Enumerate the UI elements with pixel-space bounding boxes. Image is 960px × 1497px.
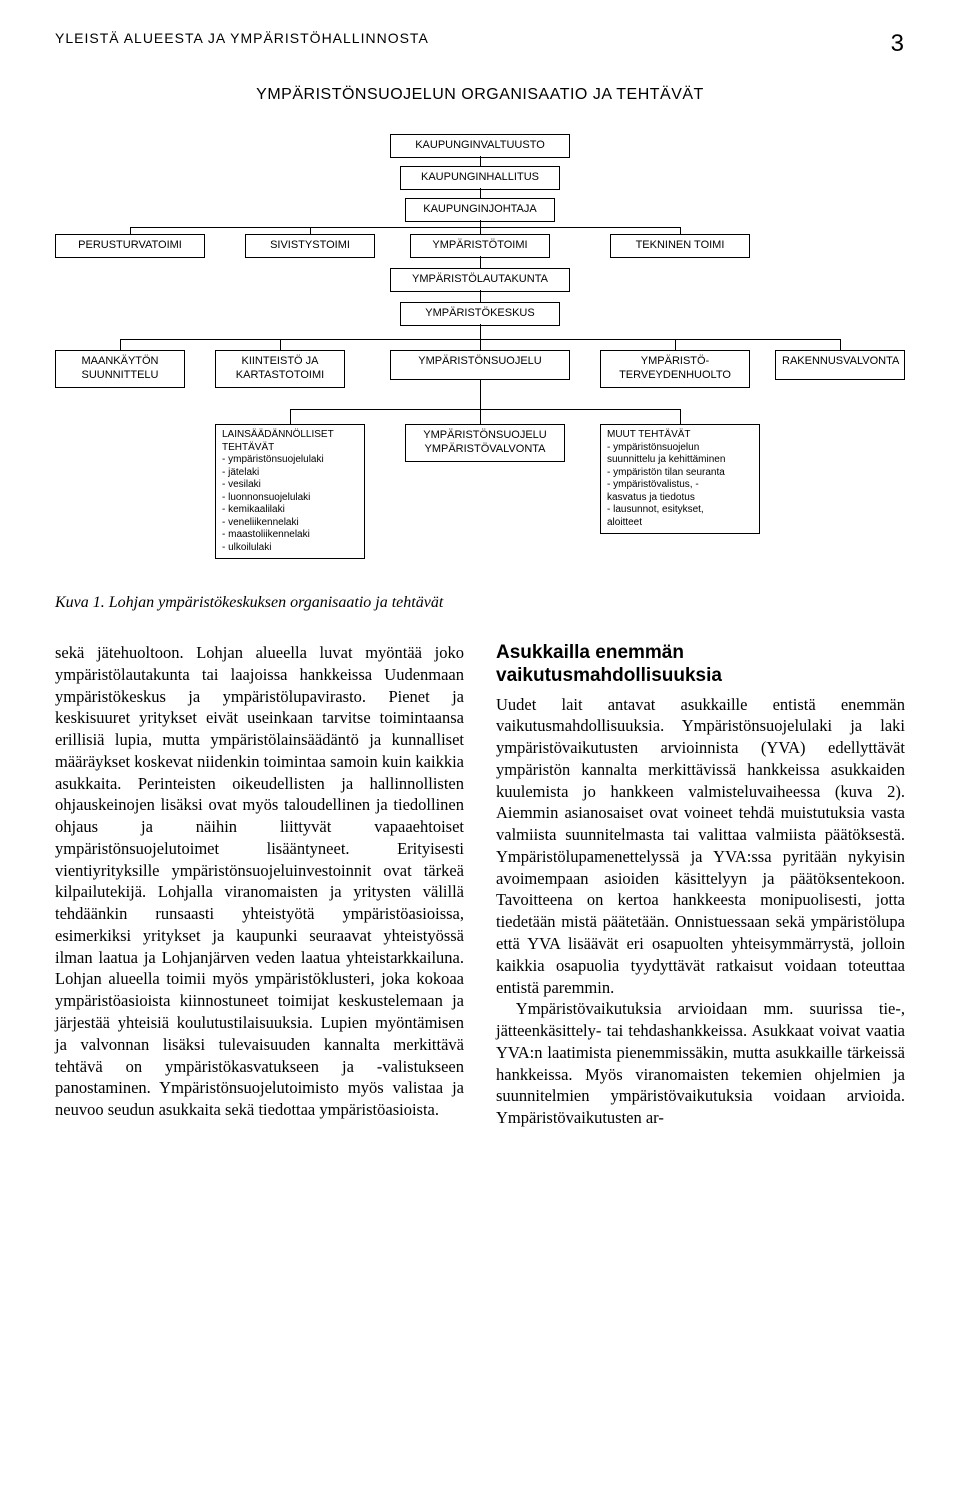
page-number: 3 xyxy=(891,30,905,58)
org-box-b12: YMPÄRISTÖNSUOJELU xyxy=(390,350,570,380)
body-p1: sekä jätehuoltoon. Lohjan alueella luvat… xyxy=(55,642,464,1121)
org-chart: KAUPUNGINVALTUUSTO KAUPUNGINHALLITUS KAUPU… xyxy=(55,134,905,564)
column-break: Asukkailla enemmän vaikutusmahdollisuuks… xyxy=(496,642,905,1129)
org-box-b1: KAUPUNGINVALTUUSTO xyxy=(390,134,570,158)
org-connector-17 xyxy=(290,409,291,424)
org-connector-0 xyxy=(480,156,481,166)
org-connector-15 xyxy=(480,380,481,424)
org-connector-3 xyxy=(130,227,680,228)
org-box-b17: MUUT TEHTÄVÄT - ympäristönsuojelun suunn… xyxy=(600,424,760,534)
org-connector-5 xyxy=(310,227,311,234)
org-box-b11: KIINTEISTÖ JA KARTASTOTOIMI xyxy=(215,350,345,388)
body-columns: sekä jätehuoltoon. Lohjan alueella luvat… xyxy=(55,642,905,1129)
org-connector-9 xyxy=(480,324,481,350)
org-box-b10: MAANKÄYTÖN SUUNNITTELU xyxy=(55,350,185,388)
org-connector-13 xyxy=(675,339,676,350)
org-connector-8 xyxy=(480,290,481,302)
figure-caption: Kuva 1. Lohjan ympäristökeskuksen organi… xyxy=(55,594,905,612)
org-connector-16 xyxy=(290,409,680,410)
org-box-b6: YMPÄRISTÖTOIMI xyxy=(410,234,550,258)
page: YLEISTÄ ALUEESTA JA YMPÄRISTÖHALLINNOSTA… xyxy=(0,0,960,1169)
org-connector-4 xyxy=(130,227,131,234)
running-header: YLEISTÄ ALUEESTA JA YMPÄRISTÖHALLINNOSTA… xyxy=(55,30,905,46)
section-heading: Asukkailla enemmän vaikutusmahdollisuuks… xyxy=(496,642,905,688)
org-box-b16: YMPÄRISTÖNSUOJELU YMPÄRISTÖVALVONTA xyxy=(405,424,565,462)
org-box-b7: TEKNINEN TOIMI xyxy=(610,234,750,258)
body-p3: Ympäristövaikutuksia arvioidaan mm. suur… xyxy=(496,998,905,1129)
org-box-b5: SIVISTYSTOIMI xyxy=(245,234,375,258)
org-box-b4: PERUSTURVATOIMI xyxy=(55,234,205,258)
body-p2: Uudet lait antavat asukkaille entistä en… xyxy=(496,694,905,999)
chart-title: YMPÄRISTÖNSUOJELUN ORGANISAATIO JA TEHTÄ… xyxy=(55,86,905,104)
org-connector-14 xyxy=(840,339,841,350)
org-connector-1 xyxy=(480,188,481,198)
org-connector-10 xyxy=(120,339,840,340)
org-connector-11 xyxy=(120,339,121,350)
org-box-b3: KAUPUNGINJOHTAJA xyxy=(405,198,555,222)
org-box-b15: LAINSÄÄDÄNNÖLLISET TEHTÄVÄT - ympäristön… xyxy=(215,424,365,559)
org-connector-6 xyxy=(680,227,681,234)
org-box-b9: YMPÄRISTÖKESKUS xyxy=(400,302,560,326)
org-box-b2: KAUPUNGINHALLITUS xyxy=(400,166,560,190)
org-box-b14: RAKENNUSVALVONTA xyxy=(775,350,905,380)
org-connector-7 xyxy=(480,256,481,268)
org-box-b13: YMPÄRISTÖ- TERVEYDENHUOLTO xyxy=(600,350,750,388)
header-title: YLEISTÄ ALUEESTA JA YMPÄRISTÖHALLINNOSTA xyxy=(55,30,429,46)
org-connector-18 xyxy=(680,409,681,424)
org-connector-12 xyxy=(280,339,281,350)
org-box-b8: YMPÄRISTÖLAUTAKUNTA xyxy=(390,268,570,292)
